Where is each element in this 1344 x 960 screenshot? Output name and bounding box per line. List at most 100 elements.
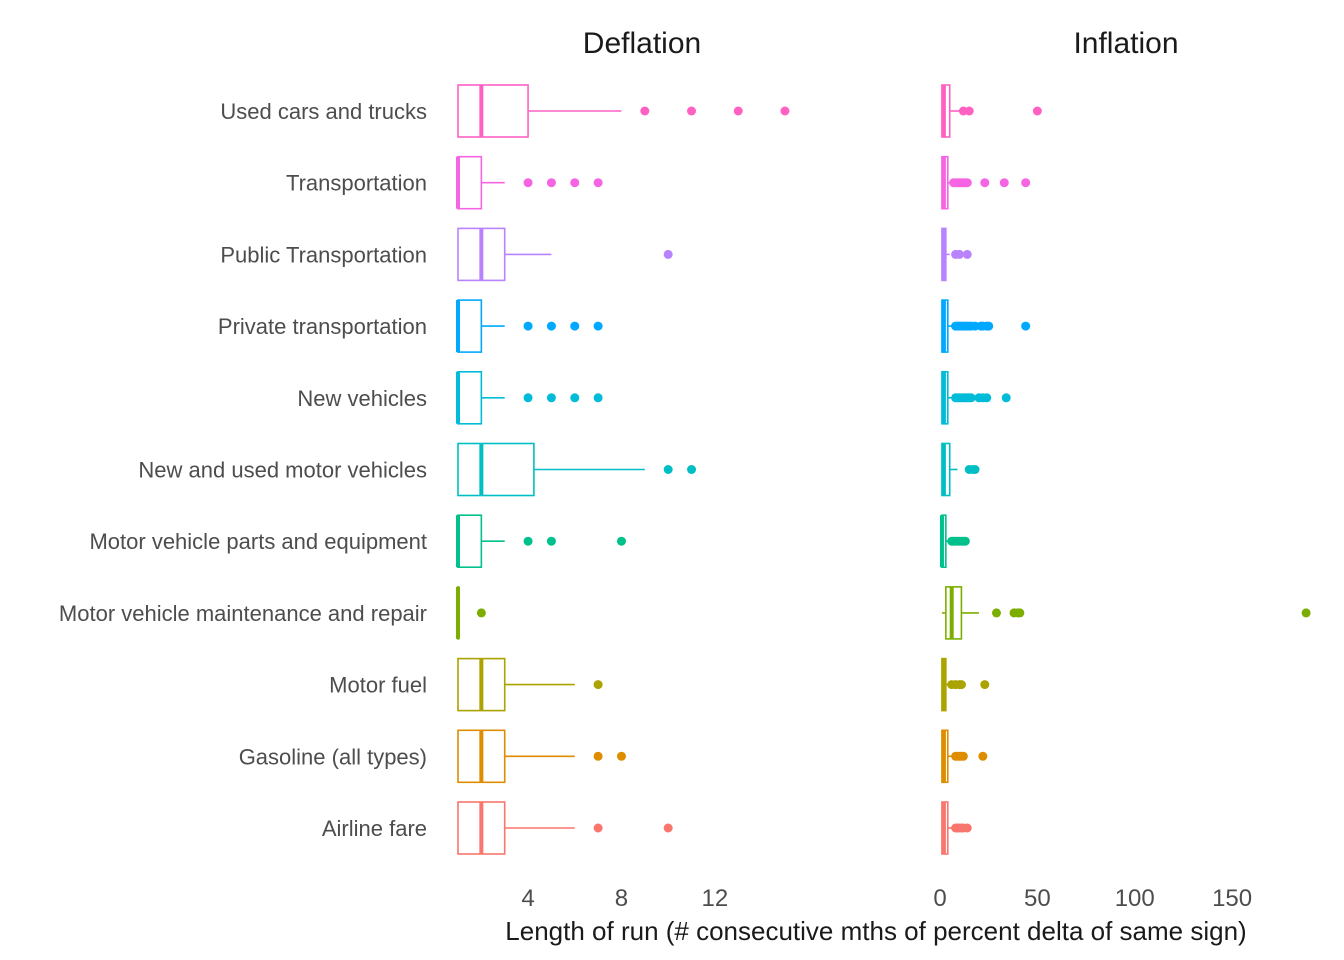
category-label-public-transportation: Public Transportation xyxy=(220,242,427,267)
outlier-point xyxy=(546,178,556,188)
box-motor-vehicle-parts-and-equipment xyxy=(456,514,626,569)
box-motor-vehicle-parts-and-equipment xyxy=(939,514,970,569)
outlier-point xyxy=(1015,608,1025,618)
category-label-new-and-used-motor-vehicles: New and used motor vehicles xyxy=(138,458,427,483)
box-motor-vehicle-maintenance-and-repair xyxy=(456,586,486,640)
box-motor-fuel xyxy=(941,657,990,712)
box-new-and-used-motor-vehicles xyxy=(941,442,980,497)
outlier-point xyxy=(991,608,1001,618)
box-gasoline-all-types xyxy=(457,729,626,784)
outlier-point xyxy=(980,178,990,188)
box-transportation xyxy=(941,155,1031,210)
outlier-point xyxy=(962,178,972,188)
outlier-point xyxy=(970,465,980,474)
category-label-airline-fare: Airline fare xyxy=(322,816,427,841)
outlier-point xyxy=(962,249,972,259)
panel-title-inflation: Inflation xyxy=(1073,27,1178,60)
outlier-point xyxy=(960,536,970,546)
outlier-point xyxy=(523,393,533,403)
outlier-point xyxy=(687,106,697,116)
box-gasoline-all-types xyxy=(941,729,988,784)
x-tick-label: 4 xyxy=(521,885,534,912)
outlier-point xyxy=(616,536,626,546)
panel-inflation xyxy=(939,84,1311,855)
box-public-transportation xyxy=(457,227,673,282)
outlier-point xyxy=(780,106,790,116)
outlier-point xyxy=(687,465,697,474)
outlier-point xyxy=(523,321,533,331)
outlier-point xyxy=(958,751,968,761)
box-used-cars-and-trucks xyxy=(457,84,790,138)
x-tick-label: 12 xyxy=(702,885,729,912)
outlier-point xyxy=(546,393,556,403)
box-airline-fare xyxy=(941,801,972,855)
outlier-point xyxy=(663,249,673,259)
outlier-point xyxy=(523,178,533,188)
category-label-new-vehicles: New vehicles xyxy=(297,386,427,411)
outlier-point xyxy=(982,393,992,403)
box-motor-vehicle-maintenance-and-repair xyxy=(941,586,1311,640)
box-motor-fuel xyxy=(457,657,603,712)
category-label-private-transportation: Private transportation xyxy=(218,314,427,339)
outlier-point xyxy=(546,321,556,331)
outlier-point xyxy=(984,321,994,331)
category-labels: Used cars and trucks Transportation Public… xyxy=(59,99,427,841)
box-transportation xyxy=(456,155,603,210)
box-new-vehicles xyxy=(941,370,1011,425)
box-iqr xyxy=(457,442,535,497)
outlier-point xyxy=(523,536,533,546)
outlier-point xyxy=(962,823,972,833)
box-used-cars-and-trucks xyxy=(941,84,1042,138)
outlier-point xyxy=(956,680,966,690)
box-new-vehicles xyxy=(456,370,603,425)
outlier-point xyxy=(593,751,603,761)
outlier-point xyxy=(980,680,990,690)
box-airline-fare xyxy=(457,801,673,855)
x-tick-label: 150 xyxy=(1212,885,1252,912)
category-label-motor-vehicle-parts-and-equipment: Motor vehicle parts and equipment xyxy=(89,529,427,554)
outlier-point xyxy=(954,249,964,259)
outlier-point xyxy=(733,106,743,116)
x-axis-title: Length of run (# consecutive mths of per… xyxy=(505,916,1246,946)
outlier-point xyxy=(1301,608,1311,618)
category-label-transportation: Transportation xyxy=(286,171,427,196)
outlier-point xyxy=(593,178,603,188)
outlier-point xyxy=(570,393,580,403)
x-tick-label: 0 xyxy=(933,885,946,912)
box-private-transportation xyxy=(456,299,603,353)
box-iqr xyxy=(457,370,483,425)
outlier-point xyxy=(593,321,603,331)
x-ticks-inflation: 0 50 100 150 xyxy=(933,885,1252,912)
outlier-point xyxy=(546,536,556,546)
x-ticks-deflation: 4 8 12 xyxy=(521,885,728,912)
category-label-motor-vehicle-maintenance-and-repair: Motor vehicle maintenance and repair xyxy=(59,601,427,626)
x-tick-label: 100 xyxy=(1115,885,1155,912)
box-public-transportation xyxy=(941,227,972,282)
outlier-point xyxy=(570,178,580,188)
outlier-point xyxy=(663,823,673,833)
box-iqr xyxy=(457,299,483,353)
box-private-transportation xyxy=(941,299,1031,353)
category-label-used-cars-and-trucks: Used cars and trucks xyxy=(220,99,427,124)
x-tick-label: 8 xyxy=(615,885,628,912)
outlier-point xyxy=(663,465,673,474)
outlier-point xyxy=(999,178,1009,188)
outlier-point xyxy=(1021,321,1031,331)
outlier-point xyxy=(1032,106,1042,116)
outlier-point xyxy=(593,823,603,833)
box-new-and-used-motor-vehicles xyxy=(457,442,697,497)
box-iqr xyxy=(457,514,483,569)
outlier-point xyxy=(640,106,650,116)
panel-deflation xyxy=(456,84,790,855)
outlier-point xyxy=(1001,393,1011,403)
x-tick-label: 50 xyxy=(1024,885,1051,912)
panel-title-deflation: Deflation xyxy=(583,27,701,60)
outlier-point xyxy=(593,680,603,690)
box-iqr xyxy=(457,84,529,138)
outlier-point xyxy=(1021,178,1031,188)
outlier-point xyxy=(964,106,974,116)
outlier-point xyxy=(966,393,976,403)
outlier-point xyxy=(616,751,626,761)
